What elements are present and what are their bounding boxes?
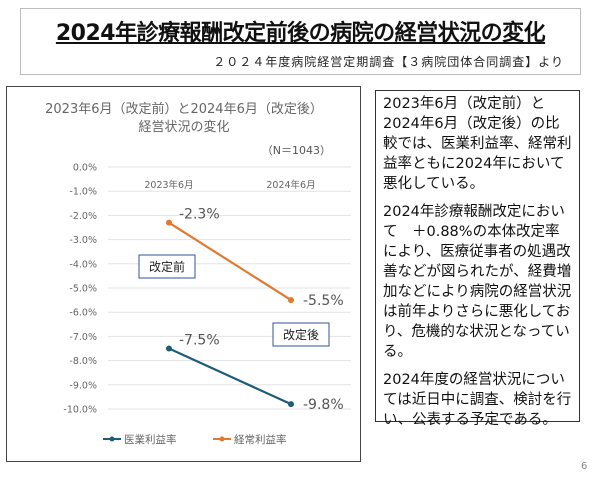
note-line: は前年よりさらに悪化してお xyxy=(383,304,571,320)
y-tick-label: -2.0% xyxy=(69,211,97,222)
slide-subtitle: ２０２４年度病院経営定期調査【３病院団体合同調査】より xyxy=(213,55,564,69)
y-tick-label: -9.0% xyxy=(69,380,97,391)
chart-box: 2023年6月（改定前）と2024年6月（改定後） 経営状況の変化 （N＝1043）… xyxy=(6,86,361,462)
note-paragraph: 2024年診療報酬改定において ＋0.88%の本体改定率 により、医療従事者の処遇… xyxy=(383,202,579,362)
note-line: 2024年6月（改定後）の比 xyxy=(383,116,560,132)
note-line: 2024年度の経営状況につい xyxy=(383,372,565,388)
note-line: る。 xyxy=(383,344,412,360)
sample-size-note: （N＝1043） xyxy=(262,144,331,157)
note-line: 2023年6月（改定前）と xyxy=(383,96,546,112)
note-line: い、公表する予定である。 xyxy=(383,412,557,428)
note-line: 2024年診療報酬改定におい xyxy=(383,204,565,220)
data-label: -9.8% xyxy=(303,397,344,413)
line-chart: 2023年6月（改定前）と2024年6月（改定後） 経営状況の変化 （N＝1043）… xyxy=(45,101,351,446)
y-tick-label: -1.0% xyxy=(69,187,97,198)
y-tick-label: -8.0% xyxy=(69,356,97,367)
notes-box: 2023年6月（改定前）と 2024年6月（改定後）の比 較では、医業利益率、経常利… xyxy=(375,90,580,428)
data-point xyxy=(166,345,172,352)
chart-title: 2023年6月（改定前）と2024年6月（改定後） xyxy=(45,101,323,117)
legend-label: 医業利益率 xyxy=(124,433,177,446)
note-line: ては近日中に調査、検討を行 xyxy=(383,392,572,408)
chart-title: 経営状況の変化 xyxy=(138,119,229,135)
note-line: 善などが図られたが、経費増 xyxy=(383,264,572,280)
x-category-label: 2023年6月 xyxy=(144,179,193,191)
y-tick-label: -7.0% xyxy=(69,332,97,343)
y-tick-label: -3.0% xyxy=(69,235,97,246)
legend-label: 経常利益率 xyxy=(234,433,287,446)
note-paragraph: 2023年6月（改定前）と 2024年6月（改定後）の比 較では、医業利益率、経常利… xyxy=(383,94,579,194)
data-point xyxy=(166,219,172,226)
callout-box xyxy=(272,322,330,347)
note-line: により、医療従事者の処遇改 xyxy=(383,244,571,260)
note-line: 悪化している。 xyxy=(383,176,485,192)
callout-label: 改定前 xyxy=(149,259,185,274)
note-line: 較では、医業利益率、経常利 xyxy=(383,136,572,152)
note-line: 加などにより病院の経営状況 xyxy=(383,284,572,300)
note-line: て ＋0.88%の本体改定率 xyxy=(383,224,560,240)
title-box: 2024年診療報酬改定前後の病院の経営状況の変化 ２０２４年度病院経営定期調査【… xyxy=(20,8,581,75)
note-line: り、危機的な状況となってい xyxy=(383,324,570,340)
callout-label: 改定後 xyxy=(283,327,319,342)
slide-title: 2024年診療報酬改定前後の病院の経営状況の変化 xyxy=(55,21,546,46)
data-label: -7.5% xyxy=(179,333,220,349)
page-number: 6 xyxy=(581,461,588,472)
note-line: 益率ともに2024年において xyxy=(383,156,565,172)
data-label: -5.5% xyxy=(303,293,344,309)
callout-box xyxy=(138,254,196,279)
legend-marker xyxy=(219,436,225,442)
y-tick-label: -5.0% xyxy=(69,284,97,295)
legend-marker xyxy=(109,436,115,442)
y-tick-label: -10.0% xyxy=(63,405,97,416)
note-paragraph: 2024年度の経営状況につい ては近日中に調査、検討を行 い、公表する予定である。 xyxy=(383,370,579,430)
series-line xyxy=(168,221,292,302)
data-point xyxy=(288,297,294,304)
y-tick-label: -4.0% xyxy=(69,259,97,270)
x-category-label: 2024年6月 xyxy=(266,179,315,191)
data-label: -2.3% xyxy=(179,207,220,223)
y-tick-label: 0.0% xyxy=(73,163,97,174)
series-line xyxy=(168,347,292,406)
y-tick-label: -6.0% xyxy=(69,308,97,319)
data-point xyxy=(288,401,294,408)
